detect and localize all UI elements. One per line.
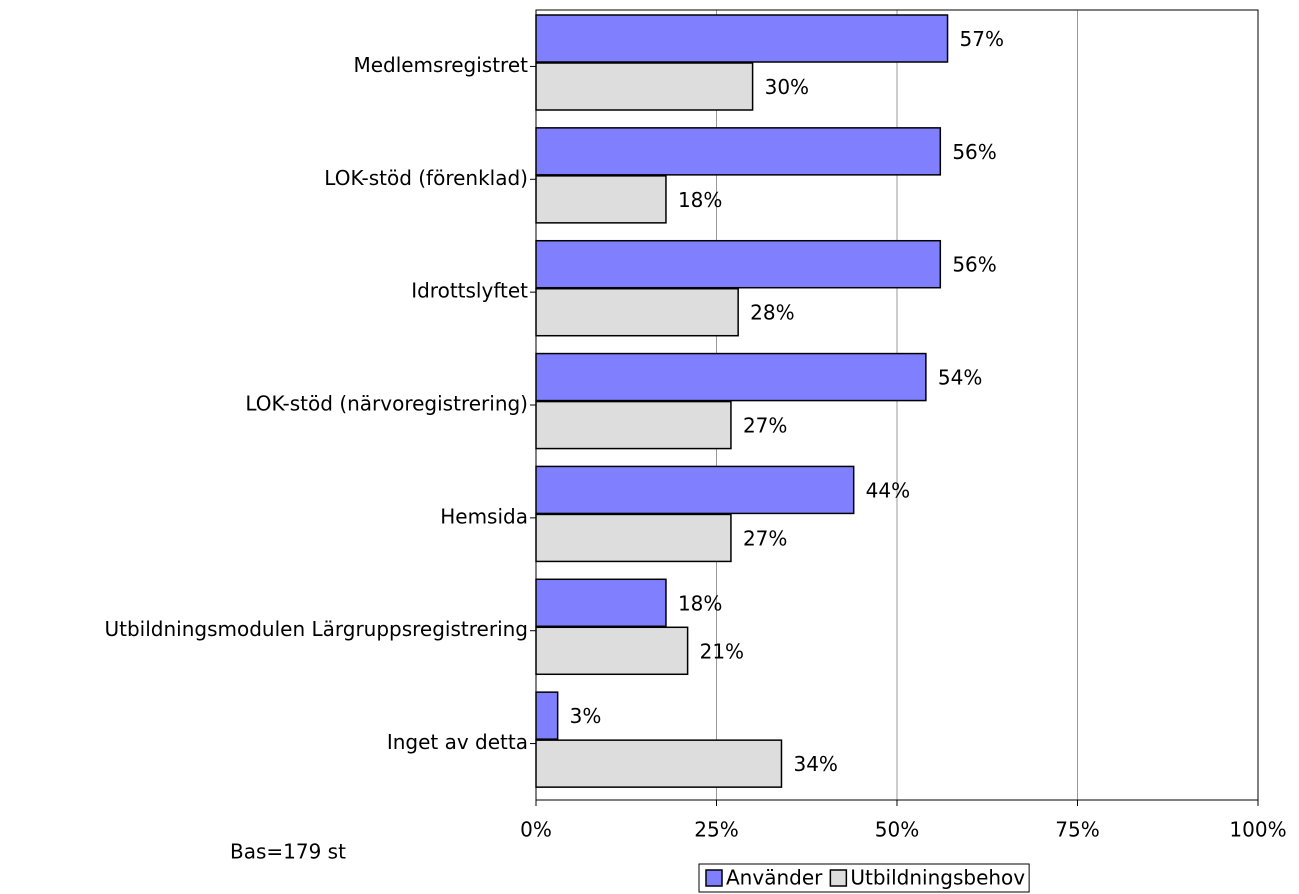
bar bbox=[535, 465, 855, 515]
x-tick-label: 25% bbox=[694, 818, 738, 842]
category-label: Medlemsregistret bbox=[353, 53, 528, 77]
category-label: LOK-stöd (närvoregistrering) bbox=[245, 392, 528, 416]
legend-label: Använder bbox=[726, 866, 823, 890]
bar bbox=[535, 578, 667, 628]
bar bbox=[535, 691, 559, 740]
category-label: LOK-stöd (förenklad) bbox=[324, 166, 528, 190]
category-label: Idrottslyftet bbox=[411, 279, 528, 303]
value-label: 57% bbox=[960, 27, 1004, 51]
value-label: 27% bbox=[743, 414, 787, 438]
category-label: Hemsida bbox=[440, 504, 528, 528]
x-tick-label: 100% bbox=[1229, 818, 1286, 842]
value-label: 18% bbox=[678, 591, 722, 615]
bar bbox=[535, 62, 754, 111]
bar bbox=[535, 626, 689, 676]
x-tick-label: 50% bbox=[875, 818, 919, 842]
category-label: Inget av detta bbox=[387, 730, 528, 754]
legend-label: Utbildningsbehov bbox=[850, 866, 1025, 890]
x-tick-label: 75% bbox=[1055, 818, 1099, 842]
value-label: 30% bbox=[765, 75, 809, 99]
bar bbox=[535, 175, 667, 224]
footnote: Bas=179 st bbox=[230, 840, 346, 864]
value-label: 54% bbox=[938, 366, 982, 390]
value-label: 56% bbox=[952, 253, 996, 277]
value-label: 28% bbox=[750, 301, 794, 325]
legend-box bbox=[698, 863, 1030, 893]
value-label: 3% bbox=[570, 704, 602, 728]
bar bbox=[535, 400, 732, 450]
bar bbox=[535, 14, 949, 63]
bar bbox=[535, 513, 732, 563]
value-label: 34% bbox=[793, 752, 837, 776]
bar bbox=[535, 739, 783, 788]
x-tick-label: 0% bbox=[520, 818, 552, 842]
value-label: 44% bbox=[866, 478, 910, 502]
value-label: 18% bbox=[678, 188, 722, 212]
legend-swatch bbox=[829, 869, 848, 887]
bar bbox=[535, 287, 739, 337]
value-label: 21% bbox=[700, 639, 744, 663]
category-label: Utbildningsmodulen Lärgruppsregistrering bbox=[104, 617, 528, 641]
bar bbox=[535, 352, 927, 402]
legend-swatch bbox=[705, 869, 723, 887]
bar bbox=[535, 239, 942, 289]
value-label: 56% bbox=[952, 140, 996, 164]
bar bbox=[535, 127, 942, 176]
value-label: 27% bbox=[743, 526, 787, 550]
